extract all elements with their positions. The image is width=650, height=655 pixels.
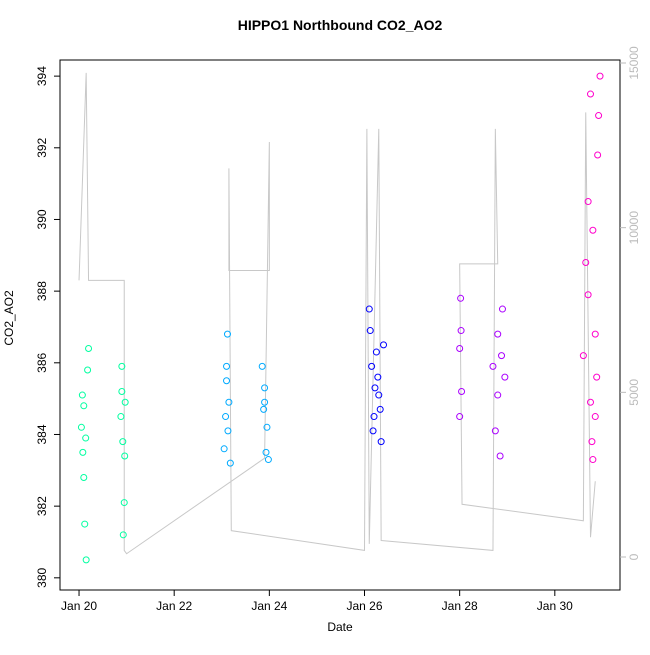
data-point [489, 362, 497, 370]
data-point [85, 344, 93, 352]
x-tick-label: Jan 26 [346, 599, 382, 613]
x-tick-label: Jan 28 [442, 599, 478, 613]
data-point [376, 405, 384, 413]
data-point [380, 341, 388, 349]
data-point [457, 327, 465, 335]
data-point [498, 305, 506, 313]
data-point [498, 352, 506, 360]
data-point [595, 112, 603, 120]
data-point [591, 413, 599, 421]
data-point [78, 391, 86, 399]
data-point [258, 362, 266, 370]
data-point [377, 438, 385, 446]
data-point [587, 90, 595, 98]
y2-tick-label: 5000 [627, 379, 641, 406]
data-point [456, 344, 464, 352]
data-point [369, 427, 377, 435]
y2-tick-label: 0 [627, 553, 641, 560]
y-tick-label: 380 [35, 567, 49, 587]
data-point [587, 398, 595, 406]
data-point [118, 362, 126, 370]
chart-title: HIPPO1 Northbound CO2_AO2 [238, 17, 443, 33]
data-point [582, 258, 590, 266]
data-point [494, 330, 502, 338]
data-point [584, 291, 592, 299]
y-tick-label: 384 [35, 424, 49, 444]
data-point [222, 413, 230, 421]
y-tick-label: 390 [35, 209, 49, 229]
data-point [223, 362, 231, 370]
data-point [491, 427, 499, 435]
altitude-line [78, 72, 596, 555]
data-point [365, 305, 373, 313]
data-point [260, 405, 268, 413]
data-point [220, 445, 228, 453]
y-tick-label: 382 [35, 496, 49, 516]
y-tick-label: 392 [35, 137, 49, 157]
x-tick-label: Jan 24 [251, 599, 287, 613]
plot-frame [59, 59, 621, 591]
data-point [117, 413, 125, 421]
data-point [494, 391, 502, 399]
data-point [119, 531, 127, 539]
data-point [118, 387, 126, 395]
data-point [262, 448, 270, 456]
data-point [79, 448, 87, 456]
data-point [458, 387, 466, 395]
data-point [596, 72, 604, 80]
data-point [368, 362, 376, 370]
data-point [374, 373, 382, 381]
data-point [501, 373, 509, 381]
x-tick-label: Jan 30 [537, 599, 573, 613]
data-point [263, 423, 271, 431]
data-point [80, 402, 88, 410]
data-point [372, 348, 380, 356]
data-point [589, 226, 597, 234]
data-point [591, 330, 599, 338]
data-point [226, 459, 234, 467]
data-point [82, 434, 90, 442]
data-point [120, 499, 128, 507]
data-point [370, 413, 378, 421]
data-point [593, 373, 601, 381]
x-tick-label: Jan 22 [156, 599, 192, 613]
data-point [579, 352, 587, 360]
data-point [588, 438, 596, 446]
data-point [121, 398, 129, 406]
x-axis-label: Date [327, 620, 353, 634]
data-point [81, 520, 89, 528]
data-point [366, 327, 374, 335]
data-point [77, 423, 85, 431]
data-point [84, 366, 92, 374]
data-point [264, 456, 272, 464]
y-tick-label: 386 [35, 352, 49, 372]
y-tick-label: 388 [35, 281, 49, 301]
data-point [375, 391, 383, 399]
data-point [82, 556, 90, 564]
data-point [589, 456, 597, 464]
data-point [496, 452, 504, 460]
y2-tick-label: 15000 [627, 46, 641, 80]
data-point [223, 377, 231, 385]
data-point [224, 427, 232, 435]
data-point [119, 438, 127, 446]
data-point [371, 384, 379, 392]
data-point [223, 330, 231, 338]
data-point [261, 384, 269, 392]
x-tick-label: Jan 20 [61, 599, 97, 613]
y2-tick-label: 10000 [627, 211, 641, 245]
y-tick-label: 394 [35, 66, 49, 86]
data-point [80, 473, 88, 481]
data-point [457, 294, 465, 302]
y-axis-label: CO2_AO2 [2, 290, 16, 346]
data-point [456, 413, 464, 421]
data-point [584, 198, 592, 206]
data-point [261, 398, 269, 406]
data-point [121, 452, 129, 460]
data-point [225, 398, 233, 406]
data-point [594, 151, 602, 159]
